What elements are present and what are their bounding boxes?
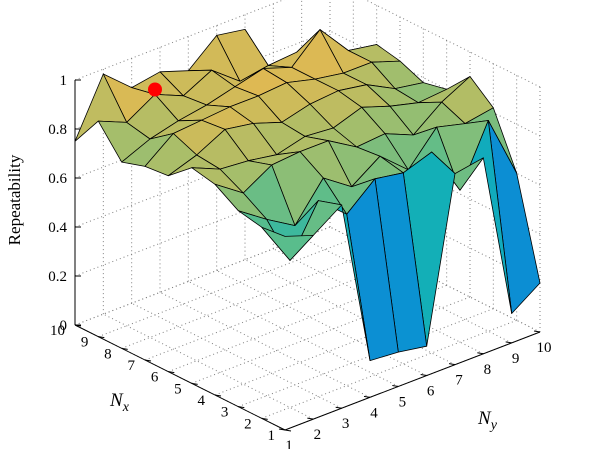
- surface: [74, 28, 541, 362]
- back-wall-grid-line: [74, 0, 285, 81]
- z-tick-label: 0.2: [48, 269, 67, 285]
- x-axis-label: Nx: [109, 390, 130, 415]
- y-tick-mark: [392, 384, 399, 387]
- z-tick-label: 0: [60, 318, 68, 334]
- y-axis-label-sub: y: [489, 418, 498, 433]
- z-tick-label: 0.8: [48, 122, 67, 138]
- z-tick-label: 0.4: [48, 220, 67, 236]
- x-tick-label: 6: [151, 370, 159, 386]
- x-tick-mark: [121, 347, 128, 350]
- floor-grid-line: [214, 296, 471, 396]
- y-tick-label: 4: [370, 405, 378, 421]
- x-tick-label: 8: [104, 346, 112, 362]
- floor-grid-line: [131, 302, 342, 409]
- x-axis-label-main: N: [109, 390, 124, 411]
- back-wall-grid-line: [74, 177, 331, 277]
- x-tick-label: 4: [198, 393, 206, 409]
- y-tick-mark: [448, 363, 456, 366]
- x-tick-mark: [144, 359, 152, 362]
- x-tick-label: 7: [128, 358, 136, 374]
- z-axis-label: Repeatability: [5, 154, 24, 245]
- y-tick-label: 2: [314, 427, 322, 443]
- floor-grid-line: [159, 291, 371, 398]
- y-tick-label: 5: [399, 394, 407, 410]
- z-tick-label: 0.6: [48, 171, 67, 187]
- z-tick-label: 1: [60, 73, 68, 89]
- x-tick-mark: [261, 417, 268, 420]
- x-tick-label: 9: [81, 335, 89, 351]
- floor-grid-line: [144, 261, 401, 361]
- y-tick-label: 1: [285, 438, 293, 449]
- marker-layer: [148, 82, 162, 97]
- x-tick-label: 2: [244, 416, 252, 432]
- floor-grid-line: [238, 308, 494, 408]
- y-tick-label: 7: [455, 373, 463, 389]
- max-point-marker: [148, 82, 162, 97]
- y-tick-label: 8: [484, 362, 492, 378]
- x-tick-mark: [98, 336, 105, 339]
- x-tick-mark: [168, 371, 175, 374]
- x-axis-line: [74, 324, 286, 431]
- axes-frame: [74, 79, 541, 432]
- y-tick-mark: [335, 406, 342, 409]
- floor-grid-line: [121, 249, 377, 349]
- x-tick-mark: [214, 394, 222, 397]
- floor-grid-line: [191, 284, 447, 384]
- floor-grid-line: [168, 273, 424, 373]
- back-wall-grid-line: [74, 128, 331, 228]
- y-tick-mark: [477, 352, 484, 355]
- x-tick-label: 10: [50, 323, 65, 339]
- y-tick-label: 10: [537, 340, 552, 356]
- floor-grid-line: [98, 238, 354, 338]
- x-tick-mark: [238, 406, 245, 409]
- x-tick-mark: [284, 429, 292, 432]
- surface-patch: [261, 226, 314, 261]
- x-tick-label: 1: [268, 428, 276, 444]
- y-tick-mark: [505, 341, 512, 344]
- y-tick-label: 6: [427, 384, 435, 400]
- back-wall-grid-line: [74, 226, 331, 326]
- y-axis-label: Ny: [477, 408, 498, 433]
- floor-grid-line: [261, 319, 517, 419]
- y-tick-mark: [533, 330, 541, 333]
- y-tick-mark: [307, 417, 314, 420]
- y-tick-mark: [363, 395, 371, 398]
- y-tick-label: 3: [342, 416, 350, 432]
- y-axis-label-main: N: [477, 408, 492, 429]
- x-tick-label: 5: [174, 381, 182, 397]
- y-tick-mark: [278, 428, 286, 431]
- y-tick-mark: [420, 374, 427, 377]
- x-tick-mark: [191, 382, 198, 385]
- x-axis-label-sub: x: [122, 400, 130, 415]
- y-axis-line: [284, 331, 541, 431]
- x-tick-label: 3: [221, 405, 229, 421]
- y-tick-label: 9: [512, 351, 520, 367]
